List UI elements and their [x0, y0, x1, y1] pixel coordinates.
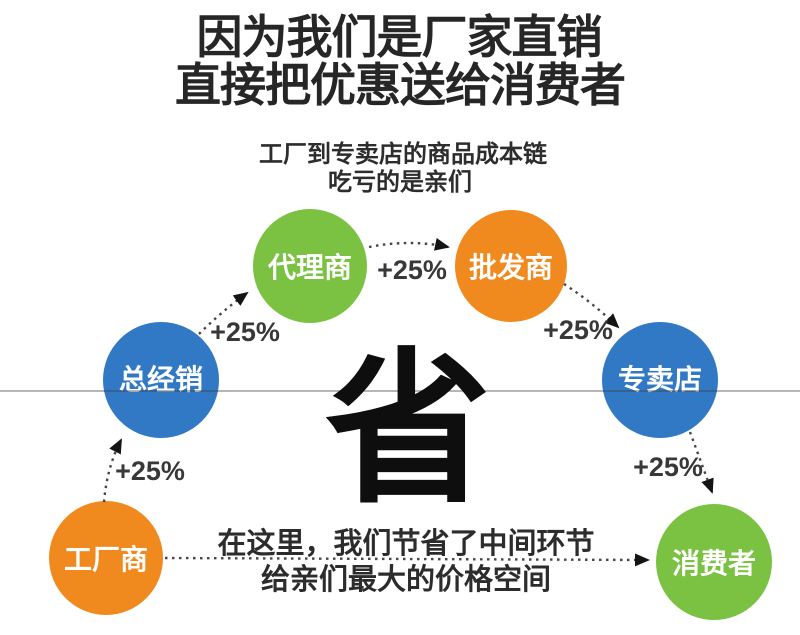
bottom-note-line-2: 给亲们最大的价格空间 — [261, 562, 551, 596]
markup-distributor-agent: +25% — [210, 317, 280, 347]
bottom-note-line-1: 在这里，我们节省了中间环节 — [217, 526, 594, 560]
node-distributor: 总经销 — [103, 322, 219, 438]
markup-wholesaler-store: +25% — [543, 315, 613, 345]
arrow-distributor-to-agent — [198, 291, 249, 335]
store-label: 专卖店 — [618, 364, 702, 395]
node-agent: 代理商 — [253, 209, 367, 323]
headline-line-1: 因为我们是厂家直销 — [197, 11, 602, 63]
factory-circle — [49, 501, 163, 615]
factory-label: 工厂商 — [64, 544, 148, 575]
subtitle-line-2: 吃亏的是亲们 — [328, 168, 472, 196]
node-consumer: 消费者 — [656, 504, 772, 620]
consumer-label: 消费者 — [672, 548, 756, 579]
savings-character: 省 — [325, 338, 491, 523]
markup-factory-distributor: +25% — [115, 456, 185, 486]
markup-store-consumer: +25% — [633, 452, 703, 482]
distributor-label: 总经销 — [119, 363, 203, 395]
wholesaler-circle — [455, 210, 567, 322]
distributor-circle — [103, 322, 219, 438]
store-circle — [602, 322, 718, 438]
agent-circle — [253, 209, 367, 323]
headline-line-2: 直接把优惠送给消费者 — [175, 59, 625, 111]
node-store: 专卖店 — [602, 322, 718, 438]
wholesaler-label: 批发商 — [469, 251, 553, 283]
markup-agent-wholesaler: +25% — [377, 255, 447, 285]
subtitle-line-1: 工厂到专卖店的商品成本链 — [259, 140, 548, 168]
arrow-agent-to-wholesaler — [368, 237, 450, 251]
agent-label: 代理商 — [267, 252, 352, 283]
node-wholesaler: 批发商 — [455, 210, 567, 322]
node-factory: 工厂商 — [49, 501, 163, 615]
consumer-circle — [656, 504, 772, 620]
